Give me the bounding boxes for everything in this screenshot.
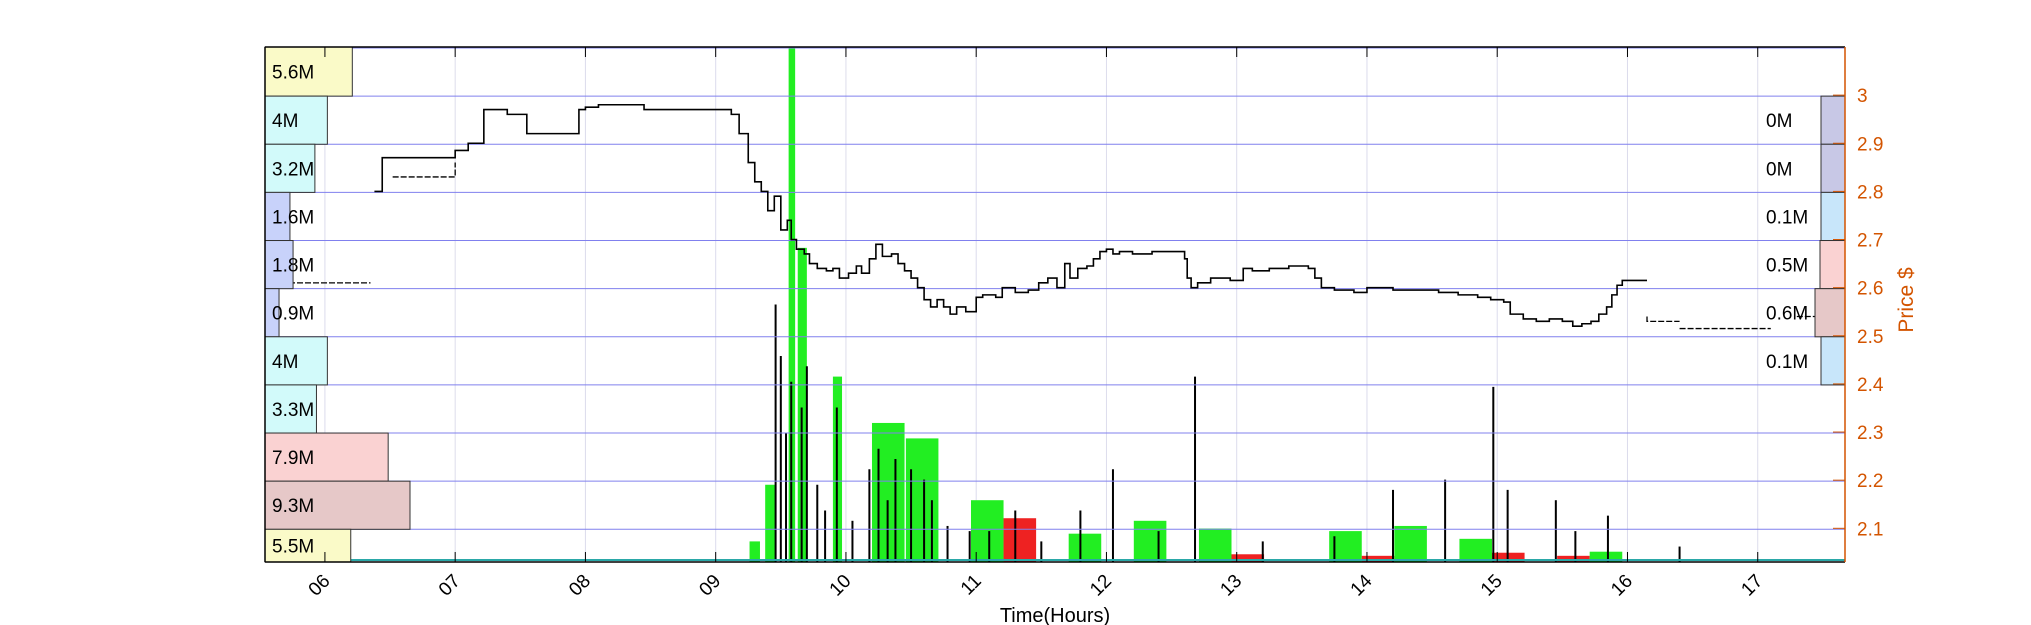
volume-bar [765,484,776,562]
right-profile-label: 0.6M [1766,304,1808,325]
right-profile-bar [1819,240,1846,290]
volume-bar [1133,520,1167,562]
price-segment [392,162,456,178]
left-profile-bar [264,480,411,530]
left-profile-label: 3.2M [272,159,314,180]
volume-bar [1003,518,1037,562]
y-tick-label: 3 [1857,86,1868,107]
right-profile-bar [1814,288,1846,338]
x-tick-label: 08 [565,571,595,601]
left-volume-profile: 5.6M 4M 3.2M 1.6M 1.8M 0.9M 4M 3.3M 7.9M 9.3M 5.5M [264,46,411,563]
x-tick-label: 14 [1347,570,1377,600]
x-axis-title: Time(Hours) [1000,605,1110,625]
left-profile-bar [264,46,353,97]
x-tick-label: 10 [826,571,856,601]
right-profile-label: 0M [1766,111,1792,132]
volume-bar [1068,533,1102,562]
x-tick-label: 07 [435,571,465,601]
volume-bars [749,47,1681,562]
volume-bar [1394,525,1427,562]
right-profile-bar [1820,336,1846,386]
volume-bar [1557,555,1590,562]
y-tick-label: 2.6 [1857,279,1883,300]
x-tick-label: 09 [695,571,725,601]
x-tick-label: 15 [1477,571,1507,601]
volume-bar [1459,538,1493,562]
right-profile-bar [1820,143,1846,193]
price-level-lines [265,47,1845,561]
y-tick-label: 2.8 [1857,182,1883,203]
price-segment [1646,316,1680,322]
axes [264,46,1846,563]
right-profile-label: 0M [1766,159,1792,180]
left-profile-label: 9.3M [272,496,314,517]
left-profile-bar [264,240,294,290]
right-profile-bar [1820,191,1846,242]
right-profile-label: 0.5M [1766,256,1808,277]
right-profile-bar [1820,95,1846,145]
volume-bar [1231,554,1265,562]
left-profile-label: 7.9M [272,448,314,469]
right-volume-profile: 0M 0M 0.1M 0.5M 0.6M 0.1M [1766,95,1846,386]
left-profile-label: 0.9M [272,304,314,325]
grid-lines [265,47,1845,562]
y-tick-label: 2.7 [1857,231,1883,252]
y-tick-labels: 2.1 2.2 2.3 2.4 2.5 2.6 2.7 2.8 2.9 3 [1833,86,1884,540]
left-profile-label: 5.5M [272,537,314,558]
left-profile-bar [264,95,328,145]
y-tick-label: 2.3 [1857,423,1883,444]
left-profile-label: 1.6M [272,207,314,228]
plot-background [265,47,1845,562]
x-tick-label: 13 [1216,571,1246,601]
volume-bar [788,47,796,562]
left-profile-label: 5.6M [272,63,314,84]
volume-bar [1589,551,1623,562]
left-profile-label: 4M [272,352,298,373]
volume-bar [970,500,1004,562]
y-tick-label: 2.1 [1857,519,1883,540]
left-profile-bar [264,336,328,386]
volume-bar [1198,528,1232,562]
volume-bar [797,247,807,562]
price-line [374,103,1648,327]
y-tick-label: 2.4 [1857,375,1884,396]
right-profile-label: 0.1M [1766,352,1808,373]
right-profile-label: 0.1M [1766,207,1808,228]
left-profile-label: 3.3M [272,400,314,421]
volume-bar [749,541,760,562]
x-tick-label: 12 [1086,571,1116,601]
y-axis-title-right: Price $ [1895,267,1918,333]
left-profile-label: 4M [272,111,298,132]
x-tick-label: 11 [957,571,986,600]
x-tick-label: 06 [305,571,335,601]
y-tick-label: 2.2 [1857,471,1883,492]
y-tick-label: 2.5 [1857,327,1883,348]
volume-bar [1361,555,1395,562]
left-profile-label: 1.8M [272,256,314,277]
x-tick-label: 16 [1607,571,1637,601]
y-tick-label: 2.9 [1857,134,1883,155]
x-tick-label: 17 [1737,571,1767,601]
